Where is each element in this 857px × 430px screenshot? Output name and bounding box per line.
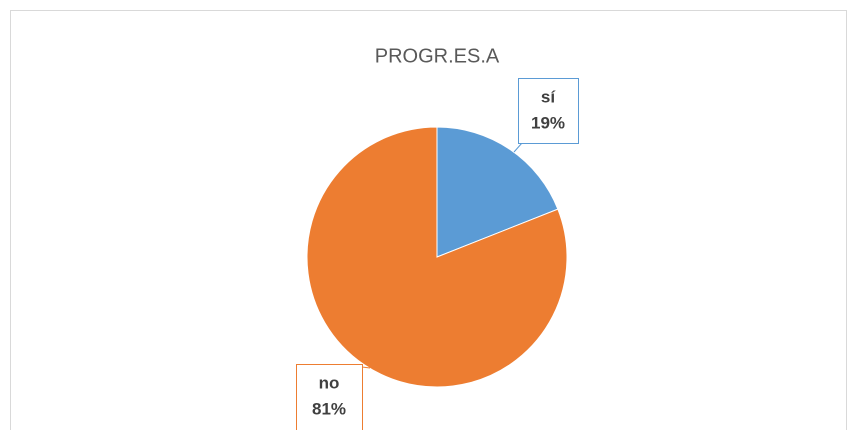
leader-line xyxy=(513,142,523,153)
label-box xyxy=(296,364,363,430)
pie-slice xyxy=(436,126,559,258)
category-label: sí xyxy=(541,87,556,106)
category-label: no xyxy=(319,373,340,392)
value-label: 81% xyxy=(312,399,346,418)
leader-line xyxy=(361,366,371,369)
pie-slice xyxy=(306,126,568,388)
chart-title: PROGR.ES.A xyxy=(375,45,500,67)
value-label: 19% xyxy=(531,113,565,132)
label-box xyxy=(518,78,579,144)
